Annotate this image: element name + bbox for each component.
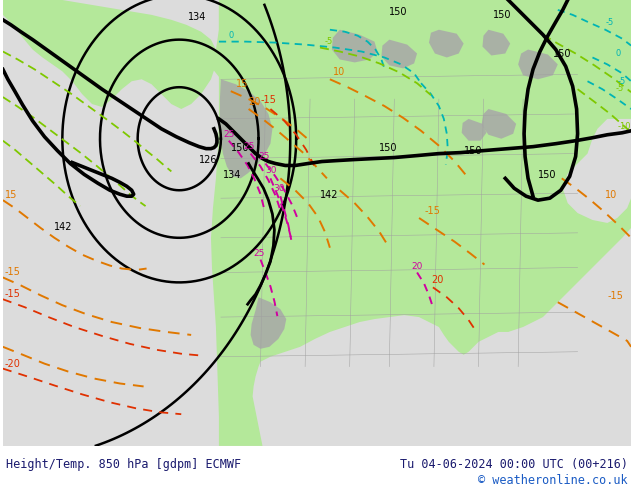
Polygon shape bbox=[332, 30, 377, 62]
Text: 134: 134 bbox=[223, 171, 242, 180]
Text: 25: 25 bbox=[259, 151, 270, 161]
Text: -5: -5 bbox=[618, 77, 626, 86]
Text: -10: -10 bbox=[618, 122, 631, 131]
Text: -5: -5 bbox=[615, 84, 623, 93]
Text: 150: 150 bbox=[553, 49, 571, 59]
Text: -5: -5 bbox=[605, 18, 614, 27]
Polygon shape bbox=[481, 109, 516, 139]
Polygon shape bbox=[213, 0, 280, 84]
Text: Tu 04-06-2024 00:00 UTC (00+216): Tu 04-06-2024 00:00 UTC (00+216) bbox=[400, 458, 628, 471]
Text: Height/Temp. 850 hPa [gdpm] ECMWF: Height/Temp. 850 hPa [gdpm] ECMWF bbox=[6, 458, 241, 471]
Polygon shape bbox=[462, 119, 486, 141]
Text: 150: 150 bbox=[389, 7, 408, 17]
Text: 10: 10 bbox=[333, 67, 345, 77]
Text: 15: 15 bbox=[236, 79, 248, 89]
Text: -20: -20 bbox=[5, 359, 21, 368]
Text: 15: 15 bbox=[5, 190, 17, 200]
Polygon shape bbox=[482, 30, 510, 55]
Text: 150: 150 bbox=[231, 143, 249, 152]
Text: 0: 0 bbox=[229, 31, 234, 40]
Text: 25: 25 bbox=[254, 248, 265, 258]
Text: 150: 150 bbox=[493, 10, 512, 20]
Text: 150: 150 bbox=[463, 146, 482, 156]
Text: -15: -15 bbox=[261, 95, 276, 105]
Text: 150: 150 bbox=[379, 143, 398, 152]
Polygon shape bbox=[429, 30, 463, 57]
Polygon shape bbox=[3, 0, 216, 109]
Text: 126: 126 bbox=[199, 155, 217, 166]
Polygon shape bbox=[220, 79, 273, 178]
Text: © weatheronline.co.uk: © weatheronline.co.uk bbox=[479, 474, 628, 487]
Text: 30: 30 bbox=[273, 184, 285, 193]
Text: -15: -15 bbox=[424, 206, 440, 216]
Text: 20: 20 bbox=[411, 262, 422, 270]
Polygon shape bbox=[518, 49, 558, 79]
Text: -5: -5 bbox=[325, 37, 333, 46]
Polygon shape bbox=[250, 297, 287, 349]
Text: 30: 30 bbox=[266, 167, 277, 175]
Text: 25: 25 bbox=[243, 142, 255, 150]
Text: 10: 10 bbox=[605, 190, 618, 200]
Text: 150: 150 bbox=[538, 171, 557, 180]
Text: -15: -15 bbox=[5, 268, 21, 277]
Text: 134: 134 bbox=[188, 12, 207, 22]
Text: 142: 142 bbox=[55, 222, 73, 232]
Text: 0: 0 bbox=[615, 49, 621, 58]
Polygon shape bbox=[211, 0, 631, 446]
Text: 25: 25 bbox=[223, 130, 234, 139]
Text: -15: -15 bbox=[5, 289, 21, 299]
Text: -15: -15 bbox=[607, 291, 623, 301]
Text: 20: 20 bbox=[431, 275, 443, 285]
Text: 20: 20 bbox=[249, 97, 261, 107]
Text: 142: 142 bbox=[320, 190, 339, 200]
Polygon shape bbox=[382, 40, 417, 69]
